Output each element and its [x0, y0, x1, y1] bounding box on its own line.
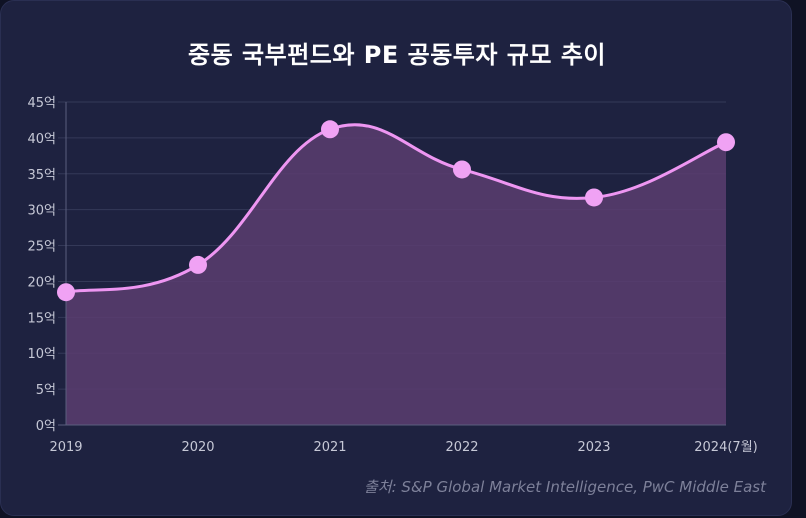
y-tick-label: 35억: [27, 168, 56, 183]
y-tick-label: 45억: [27, 96, 56, 111]
y-tick-label: 20억: [27, 275, 56, 290]
source-note: 출처: S&P Global Market Intelligence, PwC …: [364, 478, 766, 496]
y-tick-label: 0억: [36, 419, 56, 434]
x-tick-label: 2019: [49, 440, 82, 455]
x-tick-label: 2022: [445, 440, 478, 455]
y-tick-label: 15억: [27, 311, 56, 326]
x-tick-label: 2021: [313, 440, 346, 455]
x-tick-label: 2024(7월): [694, 440, 757, 455]
x-tick-label: 2023: [577, 440, 610, 455]
y-tick-label: 30억: [27, 204, 56, 219]
tick-labels: 0억 5억 10억 15억 20억 25억 30억 35억 40억 45억 2019 2020 2021…: [27, 96, 757, 455]
data-point-2021[interactable]: [321, 120, 339, 139]
data-point-2022[interactable]: [453, 160, 471, 179]
data-point-2020[interactable]: [189, 255, 207, 274]
y-tick-label: 25억: [27, 240, 56, 255]
chart-title: 중동 국부펀드와 PE 공동투자 규모 추이: [188, 41, 606, 69]
x-tick-label: 2020: [181, 440, 214, 455]
area-fill: [66, 124, 726, 426]
data-point-2024(7월)[interactable]: [717, 133, 735, 152]
y-tick-label: 40억: [27, 132, 56, 147]
data-points: [57, 120, 735, 302]
y-tick-label: 10억: [27, 347, 56, 362]
data-point-2023[interactable]: [585, 188, 603, 207]
area-layer: [65, 123, 727, 426]
data-point-2019[interactable]: [57, 283, 75, 302]
y-tick-label: 5억: [36, 383, 56, 398]
axes: [58, 102, 726, 426]
